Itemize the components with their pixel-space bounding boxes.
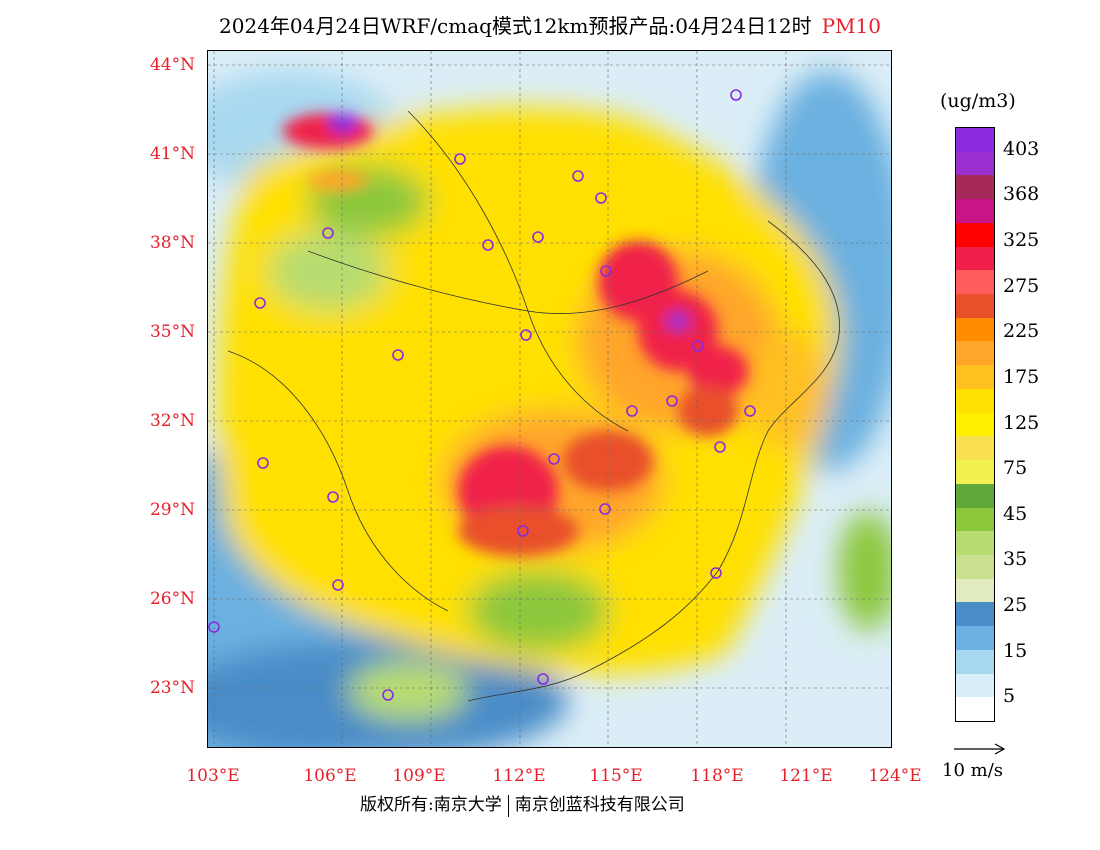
colorbar-label: 35: [1003, 548, 1028, 571]
lat-label-29n: 29°N: [149, 500, 195, 520]
colorbar-swatch: [956, 294, 994, 319]
copyright-separator: [507, 794, 509, 817]
copyright-footer: 版权所有:南京大学 南京创蓝科技有限公司: [360, 790, 685, 817]
copyright-prefix: 版权所有:南京大学: [360, 795, 502, 815]
colorbar-label: 5: [1003, 685, 1016, 708]
copyright-company: 南京创蓝科技有限公司: [514, 795, 685, 815]
colorbar-swatch: [956, 531, 994, 556]
colorbar-label: 125: [1003, 411, 1040, 434]
lat-label-32n: 32°N: [149, 411, 195, 431]
colorbar-swatch: [956, 578, 994, 603]
colorbar-swatch: [956, 602, 994, 627]
colorbar: [955, 127, 995, 722]
map-field: [208, 51, 891, 747]
colorbar-swatch: [956, 412, 994, 437]
colorbar-unit-label: (ug/m3): [940, 90, 1016, 112]
lon-label-109e: 109°E: [392, 766, 446, 786]
colorbar-swatch: [956, 626, 994, 651]
lon-label-118e: 118°E: [690, 766, 744, 786]
colorbar-swatch: [956, 436, 994, 461]
lon-label-112e: 112°E: [492, 766, 546, 786]
colorbar-swatch: [956, 460, 994, 485]
colorbar-label: 25: [1003, 593, 1028, 616]
colorbar-swatch: [956, 317, 994, 342]
colorbar-swatch: [956, 199, 994, 224]
colorbar-label: 15: [1003, 639, 1028, 662]
title-pollutant: PM10: [821, 14, 881, 38]
map-title: 2024年04月24日WRF/cmaq模式12km预报产品:04月24日12时 P…: [0, 10, 1100, 39]
colorbar-swatch: [956, 151, 994, 176]
lat-label-44n: 44°N: [149, 55, 195, 75]
colorbar-label: 75: [1003, 457, 1028, 480]
lat-label-38n: 38°N: [149, 233, 195, 253]
colorbar-label: 368: [1003, 183, 1040, 206]
wind-vector-reference-label: 10 m/s: [942, 760, 1003, 781]
colorbar-swatch: [956, 483, 994, 509]
title-main: 2024年04月24日WRF/cmaq模式12km预报产品:04月24日12时: [219, 14, 812, 38]
colorbar-swatch: [956, 697, 994, 722]
lon-label-103e: 103°E: [186, 766, 240, 786]
colorbar-label: 225: [1003, 320, 1040, 343]
lat-label-26n: 26°N: [149, 589, 195, 609]
colorbar-swatch: [956, 554, 994, 580]
colorbar-swatch: [956, 507, 994, 532]
colorbar-label: 403: [1003, 137, 1040, 160]
lat-label-23n: 23°N: [149, 678, 195, 698]
colorbar-swatch: [956, 673, 994, 698]
lon-label-106e: 106°E: [303, 766, 357, 786]
colorbar-swatch: [956, 341, 994, 366]
colorbar-swatch: [956, 388, 994, 414]
colorbar-swatch: [956, 649, 994, 675]
lon-label-115e: 115°E: [589, 766, 643, 786]
pm10-concentration-map: [207, 50, 892, 748]
colorbar-label: 175: [1003, 365, 1040, 388]
lon-label-124e: 124°E: [868, 766, 922, 786]
lat-label-41n: 41°N: [149, 144, 195, 164]
colorbar-swatch: [956, 365, 994, 390]
colorbar-label: 325: [1003, 229, 1040, 252]
wind-vector-reference-arrow-icon: [954, 743, 1006, 755]
lat-label-35n: 35°N: [149, 322, 195, 342]
colorbar-swatch: [956, 128, 994, 153]
colorbar-swatch: [956, 175, 994, 200]
colorbar-label: 275: [1003, 274, 1040, 297]
colorbar-swatch: [956, 246, 994, 271]
colorbar-swatch: [956, 222, 994, 248]
lon-label-121e: 121°E: [779, 766, 833, 786]
colorbar-label: 45: [1003, 502, 1028, 525]
colorbar-swatch: [956, 270, 994, 295]
